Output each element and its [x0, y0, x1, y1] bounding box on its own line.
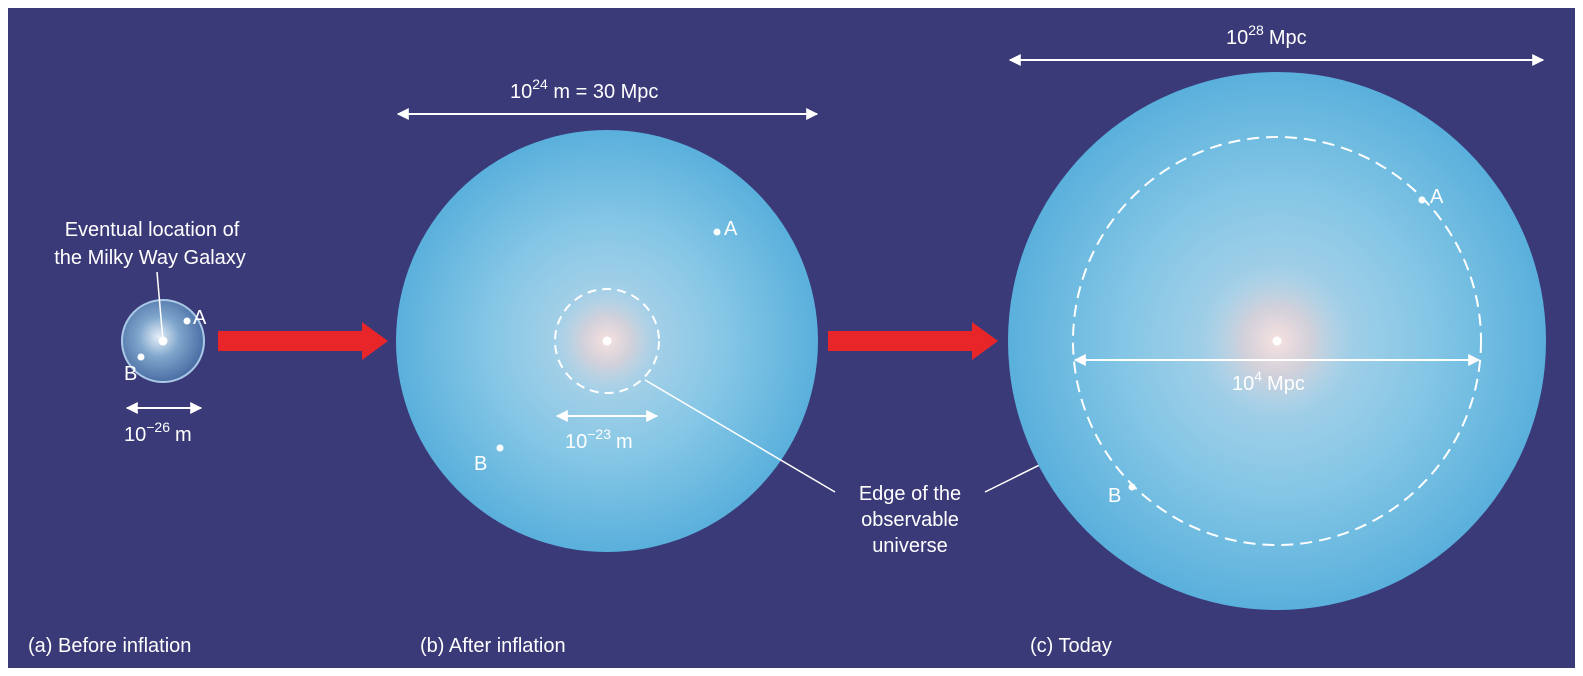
callout-label-line1: Eventual location of	[65, 219, 240, 241]
scale-exponent: −23	[587, 426, 611, 442]
edge-label-line1: Edge of the	[859, 483, 961, 505]
top-width-label: 1028 Mpc	[1226, 22, 1307, 49]
scale-base: 10	[124, 424, 146, 446]
red-arrow-2	[828, 322, 998, 360]
caption-after-inflation: (b) After inflation	[420, 635, 566, 657]
top-width-unit: Mpc	[1269, 27, 1307, 49]
scale-base: 10	[565, 431, 587, 453]
scale-label: 10−23 m	[565, 426, 633, 453]
scale-label: 10−26 m	[124, 419, 192, 446]
inner-width-base: 10	[1232, 373, 1254, 395]
inner-width-label: 104 Mpc	[1232, 368, 1305, 395]
scale-unit: m	[616, 431, 633, 453]
top-width-exponent: 24	[532, 76, 548, 92]
point-a-dot	[713, 228, 721, 236]
top-width-rest: m = 30 Mpc	[548, 81, 659, 103]
edge-callout: Edge of the observable universe	[644, 379, 1091, 557]
panel-after-inflation: 1024 m = 30 Mpc A B 10−23 m (b) After inf…	[396, 76, 819, 657]
top-width-base: 10	[1226, 27, 1248, 49]
point-b-dot	[137, 353, 145, 361]
callout-label-line2: the Milky Way Galaxy	[54, 247, 246, 269]
point-a-dot	[1418, 196, 1426, 204]
top-width-exponent: 28	[1248, 22, 1264, 38]
point-a-label: A	[724, 218, 738, 240]
point-b-label: B	[1108, 485, 1121, 507]
point-a-dot	[183, 317, 191, 325]
center-dot	[602, 336, 612, 346]
edge-label-line2: observable	[861, 509, 959, 531]
red-arrow-1	[218, 322, 388, 360]
scale-unit: m	[175, 424, 192, 446]
observable-edge-circle	[1072, 136, 1482, 546]
caption-today: (c) Today	[1030, 635, 1112, 657]
panel-before-inflation: Eventual location of the Milky Way Galax…	[28, 219, 246, 657]
callout-leader-line	[156, 271, 164, 342]
caption-before-inflation: (a) Before inflation	[28, 635, 191, 657]
point-a-label: A	[193, 307, 207, 329]
point-b-label: B	[124, 363, 137, 385]
observable-edge-circle	[554, 288, 660, 394]
top-width-base: 10	[510, 81, 532, 103]
point-a-label: A	[1430, 186, 1444, 208]
scale-exponent: −26	[146, 419, 170, 435]
center-dot	[1272, 336, 1282, 346]
inner-width-unit: Mpc	[1267, 373, 1305, 395]
top-width-label: 1024 m = 30 Mpc	[510, 76, 658, 103]
panel-today: 1028 Mpc 104 Mpc A B (c) Today	[1008, 22, 1546, 657]
point-b-label: B	[474, 453, 487, 475]
point-b-dot	[1128, 483, 1136, 491]
inner-width-exponent: 4	[1254, 368, 1262, 384]
edge-label-line3: universe	[872, 535, 948, 557]
point-b-dot	[496, 444, 504, 452]
edge-leader-line-b	[644, 379, 836, 493]
